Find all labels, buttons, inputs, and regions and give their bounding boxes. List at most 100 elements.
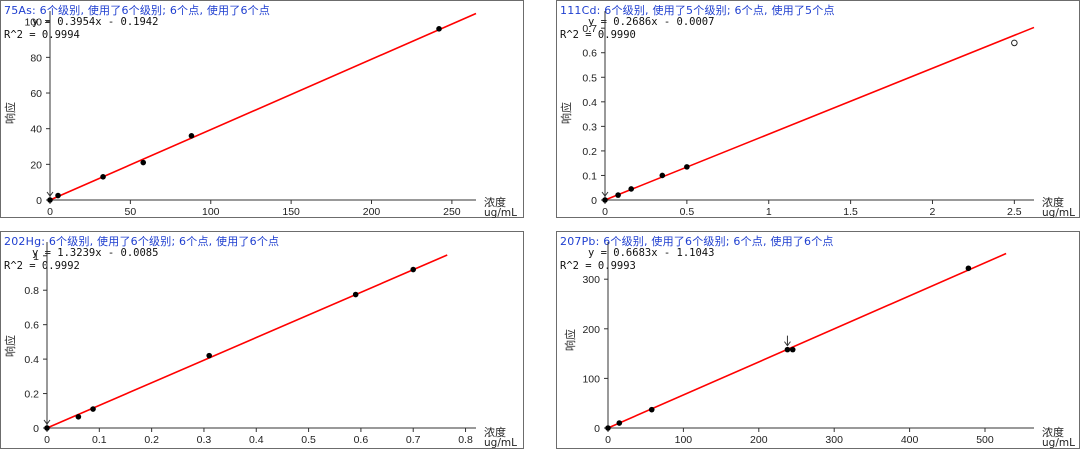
x-axis-unit: ug/mL [484,437,517,449]
x-tick-label: 100 [202,206,220,218]
y-tick-label: 0 [36,195,42,207]
data-point [55,192,61,199]
fit-line [46,254,448,429]
y-tick-label: 0.6 [24,320,39,332]
fit-equation: y = 1.3239x - 0.0085 [32,247,159,259]
plot-area: 0 50 100 150 200 250 0 20 40 60 80 100 [24,11,477,218]
point-arrow-marker [784,335,791,347]
r-squared: R^2 = 0.9994 [4,29,80,41]
chart-title: 75As: 6个级别, 使用了6个级别; 6个点, 使用了6个点 [4,4,271,17]
x-tick-label: 150 [282,206,300,218]
chart-title: 111Cd: 6个级别, 使用了5个级别; 6个点, 使用了5个点 [560,4,835,17]
y-tick-label: 200 [582,324,600,336]
data-point [659,172,666,179]
y-tick-label: 100 [582,373,600,385]
y-tick-label: 100 [24,17,42,29]
x-axis-unit: ug/mL [484,207,517,219]
fit-line [49,12,477,201]
data-point [188,133,195,139]
y-tick-label: 0.8 [24,285,39,297]
plot-area: 0 0.1 0.2 0.3 0.4 0.5 0.6 0.7 0.8 0 0.2 0.4 0.6 0.8 1 [24,242,476,446]
x-tick-label: 400 [901,434,919,446]
data-point [90,406,96,412]
x-tick-label: 0 [602,206,608,218]
x-tick-label: 500 [976,434,994,446]
y-tick-label: 300 [582,274,600,286]
arrow-head [43,419,51,425]
data-point-excluded [1011,39,1018,47]
x-tick-label: 0 [44,434,50,446]
r-squared: R^2 = 0.9993 [560,260,636,272]
data-point [684,164,690,170]
x-tick-label: 0.6 [354,434,369,446]
x-tick-label: 100 [675,434,693,446]
fit-equation: y = 0.6683x - 1.1043 [588,247,715,259]
data-point [352,291,359,298]
data-point [605,425,611,431]
x-tick-label: 2 [930,206,936,218]
x-axis-unit: ug/mL [1042,207,1075,219]
r-squared: R^2 = 0.9992 [4,260,80,272]
point-arrow-marker [601,186,609,197]
point-arrow-marker [46,186,54,197]
y-tick-label: 80 [30,52,42,64]
chart-title: 202Hg: 6个级别, 使用了6个级别; 6个点, 使用了6个点 [4,235,280,248]
x-tick-label: 200 [750,434,768,446]
x-tick-label: 0.4 [249,434,264,446]
x-axis-label: 浓度 [1042,196,1064,209]
y-tick-label: 0 [591,195,597,207]
data-point [410,266,417,273]
data-point [100,174,106,180]
data-point [602,197,608,203]
arrow-head [784,341,791,347]
y-tick-label: 1 [33,251,39,263]
x-tick-label: 0.3 [197,434,212,446]
y-tick-label: 0 [594,423,600,435]
point-arrow-marker [43,414,51,425]
data-point [75,414,82,420]
y-tick-label: 0.4 [582,97,597,109]
plot-area: 0 0.5 1 1.5 2 2.5 0 0.1 0.2 0.3 0.4 0.5 0.6 0.7 [582,11,1035,218]
y-tick-label: 0.2 [24,389,39,401]
plot-area: 0 100 200 300 400 500 0 100 200 300 [582,242,1034,446]
y-tick-label: 0.2 [582,146,597,158]
y-tick-label: 20 [30,159,42,171]
y-tick-label: 0.1 [582,170,597,182]
r-squared: R^2 = 0.9990 [560,29,636,41]
x-tick-label: 300 [825,434,843,446]
fit-line [604,26,1035,201]
y-tick-label: 0.3 [582,121,597,133]
data-point [44,425,50,431]
x-tick-label: 0 [47,206,53,218]
x-tick-label: 0.5 [680,206,695,218]
x-tick-label: 250 [443,206,461,218]
x-tick-label: 0 [605,434,611,446]
data-point [628,186,634,192]
x-tick-label: 0.7 [406,434,421,446]
data-point [965,265,972,272]
calibration-panel-pb: 207Pb: 6个级别, 使用了6个级别; 6个点, 使用了6个点 y = 0.… [556,231,1080,449]
x-axis-label: 浓度 [484,196,506,209]
y-tick-label: 60 [30,88,42,100]
data-point [784,346,791,353]
y-tick-label: 0.7 [582,23,597,35]
y-tick-label: 0 [33,423,39,435]
arrow-head [601,191,609,197]
fit-equation: y = 0.2686x - 0.0007 [588,16,715,28]
data-point [140,159,147,166]
calibration-panel-as: 75As: 6个级别, 使用了6个级别; 6个点, 使用了6个点 y = 0.3… [0,0,524,219]
x-tick-label: 0.1 [92,434,107,446]
calibration-panel-cd: 111Cd: 6个级别, 使用了5个级别; 6个点, 使用了5个点 y = 0.… [556,0,1080,219]
arrow-head [46,191,54,197]
x-tick-label: 50 [125,206,137,218]
data-point [789,346,796,353]
x-tick-label: 1 [766,206,772,218]
chart-title: 207Pb: 6个级别, 使用了6个级别; 6个点, 使用了6个点 [560,235,834,248]
data-point [615,192,621,198]
data-point [206,352,212,359]
x-tick-label: 1.5 [843,206,858,218]
x-axis-unit: ug/mL [1042,437,1075,449]
y-tick-label: 0.6 [582,48,597,60]
x-axis-label: 浓度 [484,426,506,439]
x-tick-label: 0.8 [458,434,473,446]
